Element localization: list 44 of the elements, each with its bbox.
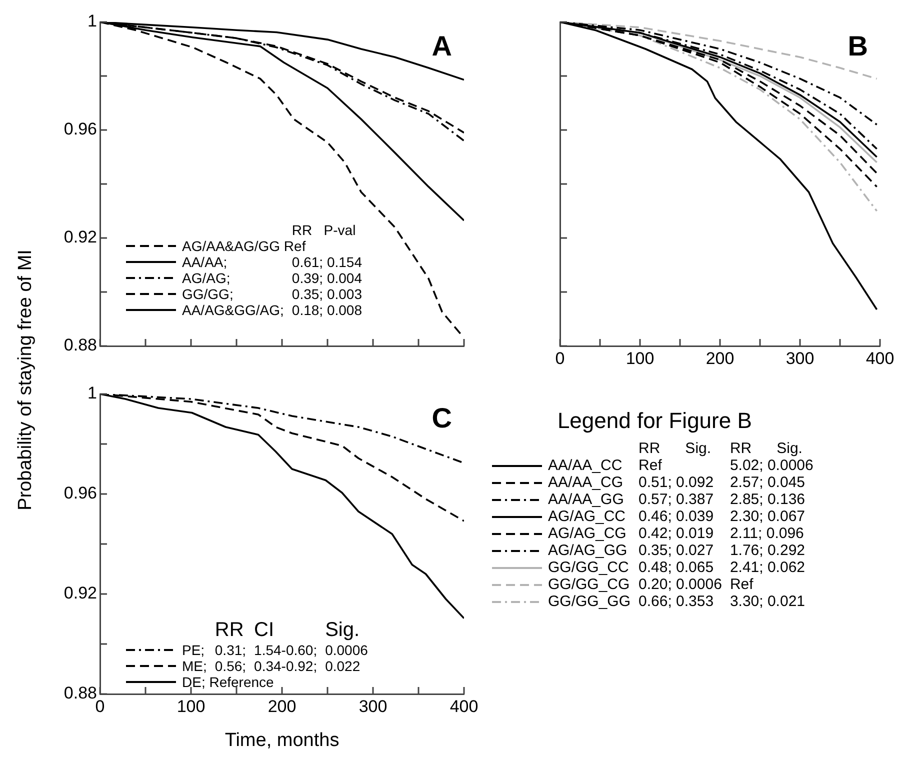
legend-label: AG/AG_GG 0.35; 0.027 1.76; 0.292 [547, 542, 806, 559]
x-tick-label: 300 [786, 348, 814, 368]
text: AA/AA_CC Ref 5.02; 0.0006 [548, 457, 814, 474]
x-tick-label: 400 [450, 696, 478, 716]
text: RR Sig. RR Sig. [638, 440, 802, 457]
annotation: B [848, 30, 868, 62]
y-tick-label: 0.96 [64, 120, 97, 139]
annotation: A [432, 30, 452, 62]
x-tick-label: 0 [555, 348, 565, 368]
legend-label: AG/AG_CG 0.42; 0.019 2.11; 0.096 [547, 525, 805, 542]
x-tick-label: 200 [706, 348, 734, 368]
x-tick-label: 0 [95, 696, 105, 716]
y-tick-label: 0.96 [64, 484, 97, 503]
text: AG/AG; 0.39; 0.004 [182, 270, 362, 286]
x-tick-label: 200 [268, 696, 296, 716]
legend-title: Legend for Figure B [556, 408, 753, 434]
y-tick-label: 0.88 [64, 684, 97, 703]
x-tick-label: 100 [176, 696, 206, 716]
y-tick-label: 1 [88, 12, 97, 31]
text: GG/GG; 0.35; 0.003 [182, 286, 362, 302]
y-tick-label: 0.88 [64, 336, 97, 355]
legend-label: AA/AA_CG 0.51; 0.092 2.57; 0.045 [547, 474, 806, 491]
x-tick-label: 300 [358, 696, 388, 716]
x-axis-title: Time, months [224, 730, 340, 751]
legend-label: GG/GG_CG 0.20; 0.0006 Ref [547, 576, 754, 593]
legend-label: AG/AG_CC 0.46; 0.039 2.30; 0.067 [547, 508, 806, 525]
legend-label: PE; 0.31; 1.54-0.60; 0.0006 [181, 642, 369, 658]
y-tick-label: 0.92 [64, 584, 97, 603]
legend-label: GG/GG_CC 0.48; 0.065 2.41; 0.062 [547, 559, 806, 576]
legend-label: AA/AG&GG/AG; 0.18; 0.008 [181, 302, 363, 318]
x-tick-label: 100 [626, 348, 654, 368]
legend-label: AG/AA&AG/GG Ref [181, 238, 307, 254]
annotation: RR P-val [290, 222, 357, 238]
legend-label: DE; Reference [181, 674, 275, 690]
x-tick-label: 400 [866, 348, 894, 368]
annotation: C [432, 402, 452, 434]
legend-label: ME; 0.56; 0.34-0.92; 0.022 [181, 658, 362, 674]
legend-label: AA/AA_GG 0.57; 0.387 2.85; 0.136 [547, 491, 806, 508]
text: RR CI Sig. [214, 619, 360, 641]
y-axis-title: Probability of staying free of MI [15, 250, 37, 510]
y-tick-label: 0.92 [64, 228, 97, 247]
legend-label: GG/GG_GG 0.66; 0.353 3.30; 0.021 [547, 593, 806, 610]
y-tick-label: 1 [88, 384, 97, 403]
text: AA/AA; 0.61; 0.154 [182, 254, 362, 270]
